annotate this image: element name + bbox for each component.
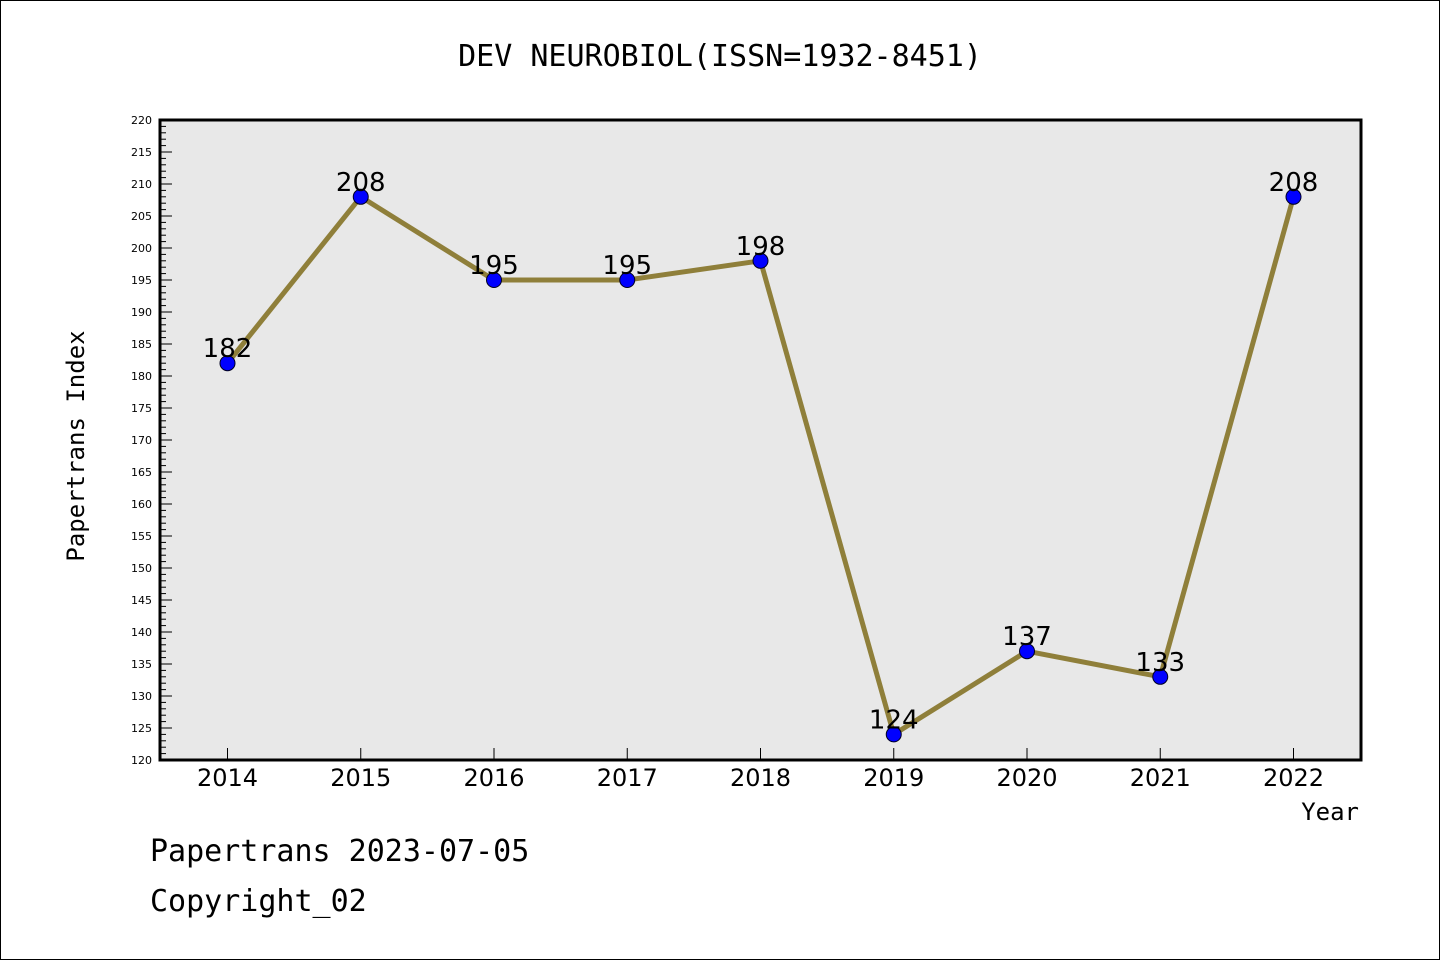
y-tick-label: 150	[131, 562, 152, 575]
marker-group	[219, 188, 1302, 743]
data-point	[486, 272, 502, 288]
x-tick-label: 2015	[330, 764, 391, 792]
data-point	[219, 355, 236, 372]
y-tick-label: 200	[131, 242, 152, 255]
x-tick-label: 2022	[1263, 764, 1324, 792]
plot-area	[158, 118, 1363, 762]
data-point	[752, 252, 769, 269]
data-label: 208	[336, 168, 386, 198]
y-tick-label: 220	[131, 114, 152, 127]
y-tick-label: 165	[131, 466, 152, 479]
x-tick-label: 2014	[197, 764, 258, 792]
data-label: 124	[869, 705, 919, 735]
y-tick-label: 125	[131, 722, 152, 735]
y-tick-label: 120	[131, 754, 152, 767]
x-tick-label: 2020	[996, 764, 1057, 792]
x-tick-label: 2018	[730, 764, 791, 792]
data-point	[1019, 643, 1035, 660]
data-point	[885, 726, 902, 743]
x-tick-label: 2017	[597, 764, 658, 792]
x-axis-ticks: 2014 2015 2016 2017 2018 2019 2020 2021 2022	[197, 748, 1324, 792]
y-tick-label: 210	[131, 178, 152, 191]
data-point	[619, 272, 636, 288]
data-label: 198	[736, 232, 786, 262]
data-point	[352, 188, 369, 205]
data-label: 208	[1269, 168, 1319, 198]
y-tick-label: 145	[131, 594, 152, 607]
y-tick-label: 205	[131, 210, 152, 223]
y-tick-label: 195	[131, 274, 152, 287]
y-tick-label: 170	[131, 434, 152, 447]
y-tick-label: 185	[131, 338, 152, 351]
y-axis-ticks: 120 125 130 135 140 145 150 155 160 165 170 175 180 1…	[131, 114, 172, 767]
y-tick-label: 215	[131, 146, 152, 159]
data-label: 133	[1135, 648, 1185, 678]
data-point	[1152, 668, 1169, 685]
x-tick-label: 2019	[863, 764, 924, 792]
data-label: 182	[203, 334, 253, 364]
data-point	[1285, 188, 1302, 205]
x-axis-label: Year	[1301, 798, 1359, 826]
y-tick-label: 135	[131, 658, 152, 671]
x-tick-label: 2016	[463, 764, 524, 792]
data-label: 195	[469, 251, 519, 281]
y-tick-label: 155	[131, 530, 152, 543]
data-label-group: 182 208 195 195 198 124 137 133 208	[203, 168, 1319, 736]
footer-date: Papertrans 2023-07-05	[150, 834, 530, 869]
chart-title: DEV NEUROBIOL(ISSN=1932-8451)	[458, 39, 982, 74]
y-tick-label: 130	[131, 690, 152, 703]
y-axis-label: Papertrans Index	[62, 330, 90, 561]
x-tick-label: 2021	[1130, 764, 1191, 792]
data-label: 137	[1002, 622, 1052, 652]
footer-copyright: Copyright_02	[150, 884, 367, 919]
y-tick-label: 180	[131, 370, 152, 383]
y-tick-label: 160	[131, 498, 152, 511]
data-label: 195	[602, 251, 652, 281]
y-tick-label: 175	[131, 402, 152, 415]
y-tick-label: 140	[131, 626, 152, 639]
y-tick-label: 190	[131, 306, 152, 319]
